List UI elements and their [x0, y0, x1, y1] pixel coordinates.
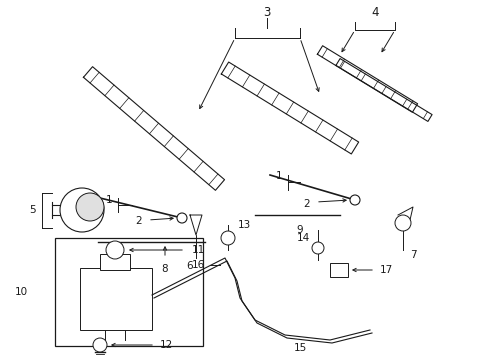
Bar	[55, 238, 203, 346]
Circle shape	[76, 193, 104, 221]
Text: 8: 8	[162, 264, 168, 274]
Circle shape	[60, 188, 104, 232]
Text: 3: 3	[263, 5, 270, 18]
Bar	[329, 263, 347, 277]
Text: 12: 12	[160, 340, 173, 350]
Text: 10: 10	[15, 287, 28, 297]
Polygon shape	[221, 62, 358, 154]
Text: 5: 5	[29, 205, 36, 215]
Circle shape	[394, 215, 410, 231]
Text: 1: 1	[105, 195, 112, 205]
Polygon shape	[317, 46, 417, 112]
Text: 15: 15	[293, 343, 306, 353]
Text: 11: 11	[192, 245, 205, 255]
Text: 9: 9	[296, 225, 303, 235]
Circle shape	[177, 213, 186, 223]
Polygon shape	[83, 67, 224, 190]
Circle shape	[93, 338, 107, 352]
Text: 2: 2	[135, 216, 142, 226]
Bar	[100, 254, 130, 270]
Text: 17: 17	[379, 265, 392, 275]
Text: 7: 7	[409, 250, 415, 260]
Text: 13: 13	[238, 220, 251, 230]
Circle shape	[311, 242, 324, 254]
Text: 4: 4	[370, 5, 378, 18]
Polygon shape	[335, 59, 431, 121]
Polygon shape	[190, 215, 202, 235]
Circle shape	[221, 231, 235, 245]
Bar	[80, 268, 152, 330]
Text: 16: 16	[191, 260, 204, 270]
Circle shape	[349, 195, 359, 205]
Circle shape	[106, 241, 124, 259]
Text: 2: 2	[303, 199, 309, 209]
Text: 6: 6	[186, 261, 193, 271]
Text: 14: 14	[296, 233, 309, 243]
Text: 1: 1	[275, 171, 282, 181]
